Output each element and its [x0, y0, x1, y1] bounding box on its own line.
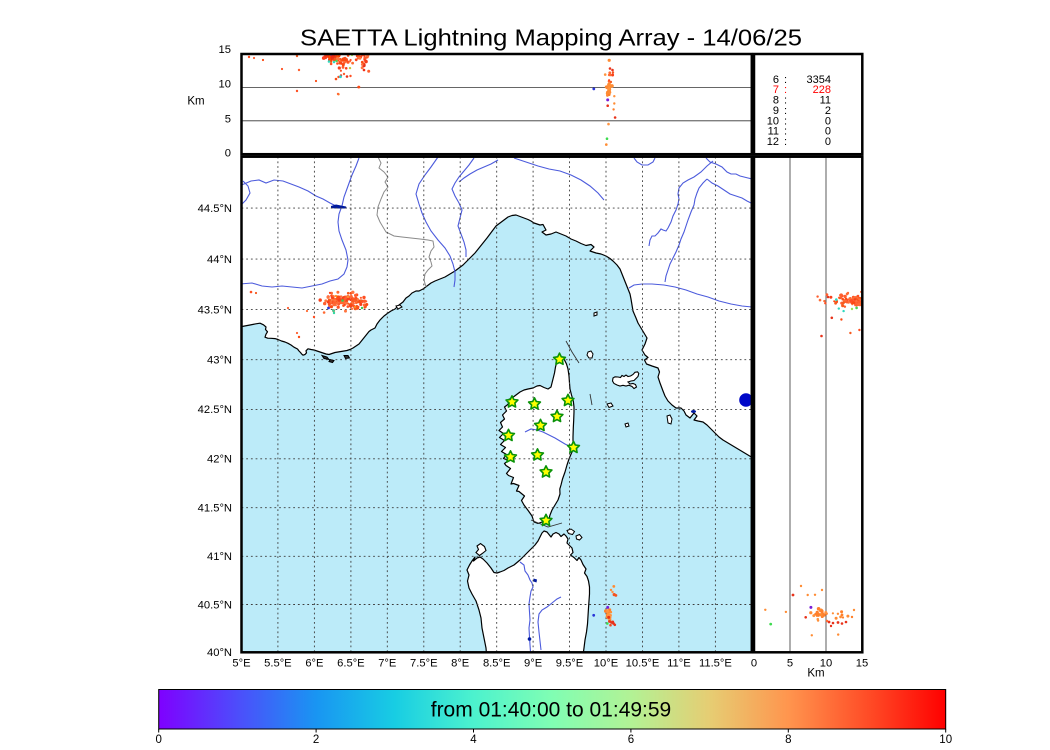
svg-text:43°N: 43°N	[207, 355, 232, 367]
svg-text:42°N: 42°N	[207, 454, 232, 466]
svg-text:5.5°E: 5.5°E	[264, 658, 292, 670]
svg-text::: :	[784, 105, 787, 117]
svg-text:SAETTA Lightning Mapping Array: SAETTA Lightning Mapping Array - 14/06/2…	[300, 25, 802, 51]
svg-text:0: 0	[825, 136, 831, 148]
svg-text:12: 12	[767, 136, 779, 148]
svg-text:11.5°E: 11.5°E	[699, 658, 732, 670]
svg-text:6: 6	[773, 74, 779, 86]
svg-text:0: 0	[825, 126, 831, 138]
svg-text:7.5°E: 7.5°E	[410, 658, 438, 670]
svg-text:10°E: 10°E	[594, 658, 618, 670]
svg-text:0: 0	[825, 115, 831, 127]
svg-text:0: 0	[751, 658, 757, 670]
svg-text:8.5°E: 8.5°E	[483, 658, 511, 670]
svg-text:15: 15	[219, 44, 231, 56]
svg-text:40°N: 40°N	[207, 647, 232, 659]
svg-text:10: 10	[767, 115, 779, 127]
svg-text:15: 15	[856, 658, 868, 670]
svg-text:Km: Km	[187, 96, 204, 108]
svg-text:6: 6	[628, 734, 634, 746]
svg-text:2: 2	[825, 105, 831, 117]
svg-text:10.5°E: 10.5°E	[626, 658, 660, 670]
svg-text:5: 5	[225, 114, 231, 126]
svg-text:Km: Km	[807, 668, 824, 680]
svg-text:10: 10	[820, 658, 832, 670]
svg-text:11: 11	[820, 95, 831, 107]
svg-text:42.5°N: 42.5°N	[198, 404, 232, 416]
svg-text:9: 9	[773, 105, 779, 117]
svg-text:3354: 3354	[807, 74, 831, 86]
svg-text:10: 10	[939, 734, 952, 746]
svg-text:228: 228	[813, 84, 831, 96]
svg-text:11°E: 11°E	[667, 658, 691, 670]
svg-text:4: 4	[470, 734, 477, 746]
svg-text:6°E: 6°E	[305, 658, 323, 670]
svg-text::: :	[784, 74, 787, 86]
svg-text:40.5°N: 40.5°N	[198, 599, 232, 611]
svg-text:9.5°E: 9.5°E	[556, 658, 584, 670]
svg-text:0: 0	[225, 148, 231, 160]
svg-text:7°E: 7°E	[378, 658, 396, 670]
svg-text:11: 11	[768, 126, 779, 138]
svg-text::: :	[784, 95, 787, 107]
svg-text:6.5°E: 6.5°E	[337, 658, 365, 670]
svg-text:5°E: 5°E	[232, 658, 250, 670]
svg-text:5: 5	[787, 658, 793, 670]
svg-text:0: 0	[155, 734, 161, 746]
svg-text:41°N: 41°N	[207, 551, 232, 563]
svg-text:7: 7	[773, 84, 779, 96]
svg-text:41.5°N: 41.5°N	[198, 503, 232, 515]
svg-text:8: 8	[773, 95, 779, 107]
svg-text:44.5°N: 44.5°N	[198, 203, 232, 215]
svg-text::: :	[784, 136, 787, 148]
svg-text:2: 2	[313, 734, 319, 746]
svg-text:8°E: 8°E	[451, 658, 469, 670]
svg-text:8: 8	[785, 734, 791, 746]
svg-text:from 01:40:00 to 01:49:59: from 01:40:00 to 01:49:59	[431, 699, 672, 722]
svg-text::: :	[784, 126, 787, 138]
svg-text:44°N: 44°N	[207, 254, 232, 266]
svg-text:10: 10	[219, 79, 231, 91]
svg-text:43.5°N: 43.5°N	[198, 304, 232, 316]
svg-text::: :	[784, 84, 787, 96]
svg-text::: :	[784, 115, 787, 127]
svg-text:9°E: 9°E	[524, 658, 542, 670]
